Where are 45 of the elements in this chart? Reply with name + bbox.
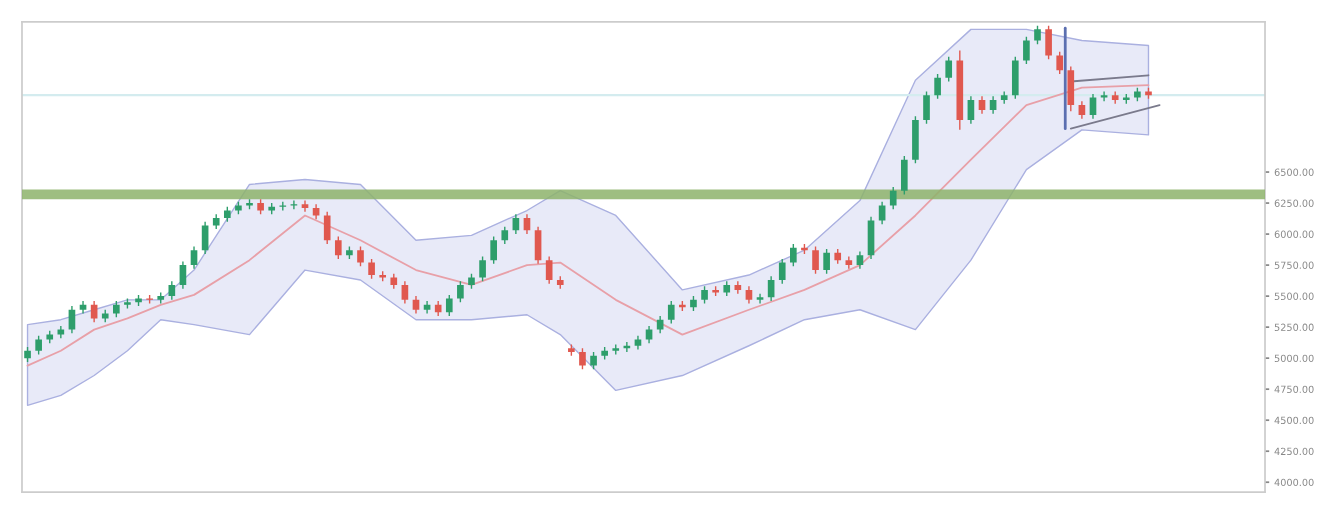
candlestick [445, 294, 453, 317]
candlestick [401, 280, 409, 305]
candlestick [823, 248, 830, 275]
y-tick-label: 4750.00 [1274, 385, 1314, 393]
y-tick-label: 5000.00 [1274, 354, 1314, 362]
y-tick-label: 4500.00 [1274, 416, 1314, 425]
candlestick [68, 305, 76, 335]
candlestick [790, 243, 797, 268]
y-tick-label: 5500.00 [1274, 292, 1314, 300]
candlestick [967, 95, 975, 125]
candlestick [889, 186, 897, 210]
y-tick-label: 4250.00 [1274, 447, 1314, 456]
candlestick [545, 255, 553, 285]
candlestick [1056, 51, 1064, 75]
candlestick [35, 335, 42, 356]
candlestick [190, 245, 198, 270]
y-tick-label: 4000.00 [1274, 478, 1314, 487]
candlestick [290, 199, 298, 210]
y-tick-label: 5250.00 [1274, 323, 1314, 331]
candlestick [845, 255, 853, 270]
candlestick [756, 292, 764, 305]
candlestick [734, 280, 742, 295]
candlestick [457, 280, 464, 304]
candlestick [1100, 90, 1108, 103]
candlestick [368, 258, 375, 280]
y-tick-label: 5750.00 [1274, 261, 1314, 269]
candlestick [778, 258, 786, 285]
line-series [26, 84, 1150, 367]
candlestick [1023, 36, 1030, 65]
candlestick [934, 73, 941, 100]
candlestick [490, 235, 498, 265]
candlestick [1111, 90, 1119, 105]
candlestick [945, 55, 953, 83]
candlestick [179, 260, 187, 290]
y-tick-label: 6500.00 [1274, 168, 1314, 176]
candlestick [334, 235, 342, 260]
y-tick-label: 6250.00 [1274, 199, 1314, 207]
y-tick-label: 6000.00 [1274, 230, 1314, 238]
candlestick [479, 255, 486, 282]
candlestick [812, 245, 819, 275]
candlestick [1034, 24, 1041, 45]
candlestick [579, 347, 586, 371]
candlestick [667, 300, 675, 325]
candlestick [357, 245, 364, 268]
candlestick [168, 280, 176, 301]
